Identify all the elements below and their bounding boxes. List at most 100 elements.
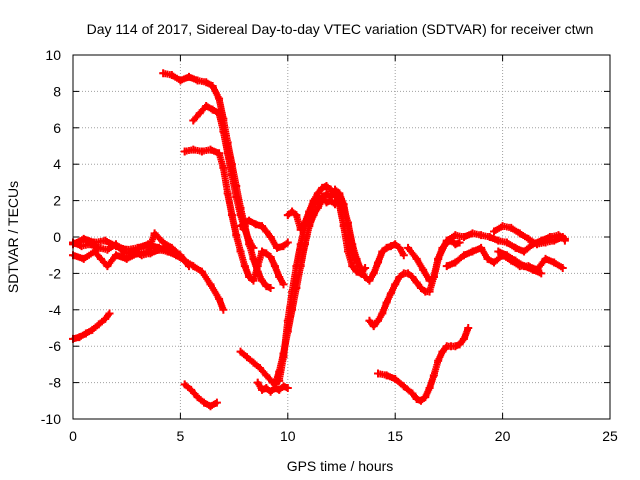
data-point — [378, 247, 387, 256]
data-point — [502, 251, 511, 260]
data-point — [292, 211, 301, 220]
data-point — [429, 371, 438, 380]
data-point — [79, 234, 88, 243]
data-point — [524, 234, 533, 243]
data-point — [326, 196, 335, 205]
series-s17 — [490, 222, 569, 249]
data-point — [202, 78, 211, 87]
data-point — [249, 276, 258, 285]
data-point — [184, 72, 193, 81]
data-point — [223, 189, 232, 198]
data-point — [485, 233, 494, 241]
data-point — [343, 218, 352, 227]
data-point — [451, 231, 460, 240]
data-point — [502, 238, 511, 247]
data-point — [176, 76, 185, 85]
series-s18 — [494, 247, 546, 278]
data-point — [511, 243, 520, 252]
data-point — [245, 216, 254, 225]
data-point — [81, 329, 90, 338]
data-point — [550, 236, 559, 245]
data-point — [103, 245, 112, 254]
data-point — [219, 305, 228, 314]
data-point — [193, 393, 202, 402]
data-point — [374, 316, 383, 325]
data-point — [165, 247, 174, 256]
data-point — [253, 262, 262, 271]
data-series — [69, 69, 569, 411]
data-point — [442, 262, 451, 271]
data-point — [227, 211, 236, 220]
data-point — [490, 258, 499, 267]
data-point — [279, 382, 288, 391]
data-point — [215, 94, 224, 103]
data-point — [215, 294, 224, 303]
series-s6 — [189, 101, 258, 252]
data-point — [249, 254, 258, 263]
x-tick-label: 5 — [177, 428, 185, 444]
data-point — [313, 203, 322, 212]
data-point — [184, 262, 193, 271]
data-point — [541, 238, 550, 247]
data-point — [283, 384, 292, 393]
data-point — [313, 189, 322, 198]
data-point — [528, 265, 537, 274]
data-point — [206, 402, 215, 411]
data-point — [477, 243, 486, 252]
series-s2 — [69, 309, 114, 343]
data-point — [288, 305, 297, 314]
y-tick-label: -10 — [41, 411, 61, 427]
data-point — [90, 238, 99, 247]
data-point — [318, 192, 327, 201]
data-point — [258, 222, 267, 231]
data-point — [103, 262, 112, 271]
y-tick-label: -4 — [49, 302, 62, 318]
data-point — [208, 105, 217, 114]
y-tick-label: 0 — [53, 229, 61, 245]
data-point — [266, 253, 275, 262]
data-point — [105, 309, 114, 318]
data-point — [296, 225, 305, 234]
data-point — [266, 387, 275, 396]
data-point — [331, 200, 340, 209]
data-point — [180, 147, 189, 156]
data-point — [455, 238, 464, 247]
data-point — [189, 116, 198, 125]
data-point — [382, 243, 391, 252]
data-point — [111, 242, 120, 251]
data-point — [88, 325, 97, 334]
data-point — [122, 245, 131, 254]
data-point — [96, 254, 105, 263]
data-point — [249, 358, 258, 367]
data-point — [159, 69, 168, 78]
chart-title: Day 114 of 2017, Sidereal Day-to-day VTE… — [87, 21, 594, 37]
data-point — [361, 273, 370, 282]
y-tick-label: 10 — [45, 47, 61, 63]
data-point — [399, 382, 408, 391]
data-point — [208, 81, 217, 90]
data-point — [262, 227, 271, 236]
data-point — [255, 364, 264, 373]
data-point — [223, 149, 232, 158]
data-point — [331, 185, 340, 194]
data-point — [202, 101, 211, 110]
data-point — [434, 356, 443, 365]
data-point — [352, 254, 361, 263]
x-tick-label: 0 — [69, 428, 77, 444]
data-point — [408, 389, 417, 398]
y-tick-label: 8 — [53, 83, 61, 99]
data-point — [189, 145, 198, 154]
data-point — [236, 347, 245, 356]
data-point — [322, 182, 331, 191]
data-point — [266, 233, 275, 241]
data-point — [75, 333, 84, 342]
data-point — [451, 258, 460, 267]
data-point — [490, 227, 499, 236]
data-point — [262, 371, 271, 380]
data-point — [258, 247, 267, 256]
data-point — [236, 247, 245, 256]
data-point — [560, 236, 569, 245]
data-point — [305, 222, 314, 231]
data-point — [101, 314, 110, 323]
data-point — [154, 243, 163, 252]
